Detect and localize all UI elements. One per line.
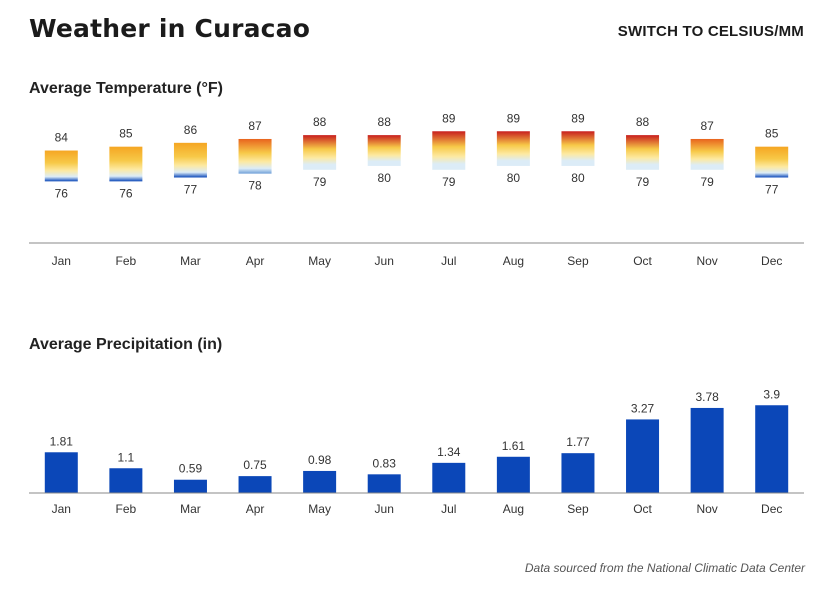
- precipitation-value-label: 1.34: [437, 445, 461, 459]
- temperature-low-label: 79: [636, 175, 650, 189]
- precipitation-bar: [755, 405, 789, 493]
- temperature-range-bar: [626, 135, 660, 170]
- precipitation-value-label: 3.9: [763, 387, 780, 401]
- unit-toggle-button[interactable]: SWITCH TO CELSIUS/MM: [617, 23, 804, 40]
- precipitation-bar: [109, 468, 143, 493]
- temperature-low-label: 76: [119, 186, 133, 200]
- temperature-range-bar: [561, 131, 595, 166]
- precipitation-value-label: 0.75: [243, 458, 267, 472]
- temperature-range-bar: [367, 135, 401, 166]
- temperature-low-label: 80: [507, 171, 521, 185]
- temperature-high-label: 89: [507, 111, 521, 125]
- temperature-low-label: 79: [442, 175, 456, 189]
- temperature-range-bar: [238, 138, 272, 174]
- temperature-high-label: 87: [248, 119, 262, 133]
- precipitation-value-label: 0.83: [373, 456, 397, 470]
- x-tick-label: Dec: [761, 502, 782, 516]
- precipitation-bar: [367, 474, 401, 493]
- x-tick-label: Jun: [375, 254, 394, 268]
- x-tick-label: Mar: [180, 502, 201, 516]
- temperature-low-label: 79: [700, 175, 714, 189]
- precipitation-value-label: 1.77: [566, 435, 590, 449]
- precipitation-value-label: 0.59: [179, 462, 203, 476]
- temperature-low-label: 80: [571, 171, 585, 185]
- temperature-high-label: 86: [184, 123, 198, 137]
- precipitation-chart: 1.81 Jan 1.1 Feb 0.59 Mar 0.75 Apr 0.98 May 0.83 Ju…: [29, 387, 804, 516]
- x-tick-label: Mar: [180, 254, 201, 268]
- temperature-high-label: 88: [636, 115, 650, 129]
- temperature-high-label: 85: [765, 127, 779, 141]
- x-tick-label: Aug: [503, 502, 524, 516]
- temperature-range-bar: [755, 146, 789, 178]
- x-tick-label: Apr: [246, 254, 265, 268]
- precipitation-chart-title: Average Precipitation (in): [29, 336, 223, 353]
- temperature-low-label: 77: [184, 183, 198, 197]
- temperature-low-label: 76: [55, 186, 69, 200]
- x-tick-label: Jan: [52, 502, 71, 516]
- precipitation-bar: [626, 419, 660, 493]
- x-tick-label: Apr: [246, 502, 265, 516]
- temperature-high-label: 87: [700, 119, 714, 133]
- precipitation-bar: [690, 407, 724, 493]
- temperature-range-bar: [496, 131, 530, 166]
- x-tick-label: Oct: [633, 502, 652, 516]
- temperature-low-label: 79: [313, 175, 327, 189]
- x-tick-label: Sep: [567, 502, 589, 516]
- precipitation-bar: [561, 453, 595, 493]
- temperature-chart-title: Average Temperature (°F): [29, 80, 224, 97]
- x-tick-label: Sep: [567, 254, 589, 268]
- x-tick-label: Jun: [375, 502, 394, 516]
- x-tick-label: Nov: [696, 254, 717, 268]
- precipitation-value-label: 1.61: [502, 439, 526, 453]
- precipitation-bar: [173, 479, 207, 493]
- precipitation-value-label: 1.81: [50, 434, 74, 448]
- precipitation-value-label: 3.27: [631, 401, 655, 415]
- precipitation-bar: [496, 456, 530, 493]
- precipitation-value-label: 0.98: [308, 453, 332, 467]
- x-tick-label: Dec: [761, 254, 782, 268]
- x-tick-label: Nov: [696, 502, 717, 516]
- temperature-range-bar: [44, 150, 78, 182]
- precipitation-bar: [432, 462, 466, 493]
- temperature-high-label: 88: [378, 115, 392, 129]
- temperature-low-label: 77: [765, 183, 779, 197]
- temperature-high-label: 84: [55, 131, 69, 145]
- temperature-high-label: 88: [313, 115, 327, 129]
- x-tick-label: Jan: [52, 254, 71, 268]
- precipitation-value-label: 3.78: [695, 390, 719, 404]
- temperature-range-bar: [432, 131, 466, 170]
- precipitation-value-label: 1.1: [118, 450, 135, 464]
- temperature-high-label: 85: [119, 127, 133, 141]
- temperature-chart: 84 76 Jan 85 76 Feb 86 77 Mar 87 78 Apr 88 79 May 88 80 J…: [29, 111, 804, 268]
- x-tick-label: Jul: [441, 254, 456, 268]
- temperature-high-label: 89: [442, 111, 456, 125]
- x-tick-label: Jul: [441, 502, 456, 516]
- temperature-range-bar: [690, 138, 724, 170]
- precipitation-bar: [238, 476, 272, 493]
- x-tick-label: May: [308, 502, 331, 516]
- temperature-range-bar: [303, 135, 337, 170]
- temperature-range-bar: [109, 146, 143, 182]
- temperature-range-bar: [173, 142, 207, 178]
- temperature-low-label: 78: [248, 179, 262, 193]
- precipitation-bar: [303, 470, 337, 493]
- page-title: Weather in Curacao: [29, 14, 311, 43]
- temperature-low-label: 80: [378, 171, 392, 185]
- data-source-note: Data sourced from the National Climatic …: [524, 561, 805, 575]
- x-tick-label: Aug: [503, 254, 524, 268]
- precipitation-bar: [44, 452, 78, 493]
- temperature-high-label: 89: [571, 111, 585, 125]
- x-tick-label: May: [308, 254, 331, 268]
- x-tick-label: Oct: [633, 254, 652, 268]
- x-tick-label: Feb: [116, 502, 137, 516]
- x-tick-label: Feb: [116, 254, 137, 268]
